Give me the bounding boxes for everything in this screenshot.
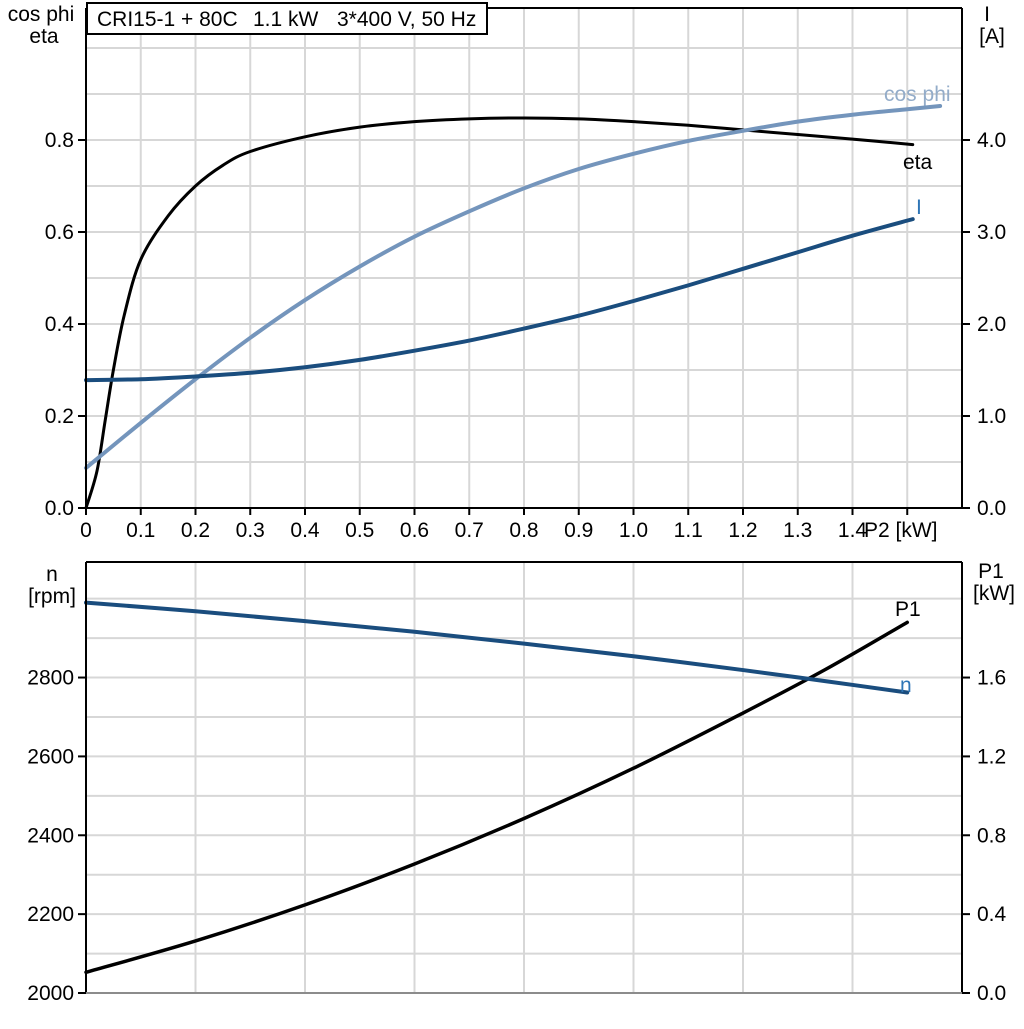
left-tick-label: 0.0 xyxy=(45,497,74,520)
right-tick-label: 2.0 xyxy=(977,313,1006,336)
top-left-axis-title-line1: cos phi xyxy=(8,3,75,26)
eta-curve xyxy=(84,116,915,510)
right-tick-label: 0.8 xyxy=(977,824,1006,847)
plot-frame xyxy=(85,561,963,994)
left-tick-label: 0.8 xyxy=(45,129,74,152)
tick-labels: 0.0 0.2 0.4 0.6 0.8 0.0 1.0 2.0 3.0 4.0 0 0.1 0.2 0.3… xyxy=(45,129,1006,542)
cos-phi-curve-label: cos phi xyxy=(884,83,951,106)
curve-labels: eta cos phi I xyxy=(884,83,951,219)
bottom-left-axis-title-line1: n xyxy=(46,563,58,586)
bottom-right-axis-title-line1: P1 xyxy=(978,560,1004,583)
left-tick-label: 2800 xyxy=(27,667,74,690)
curves xyxy=(84,600,910,975)
right-tick-label: 0.0 xyxy=(977,497,1006,520)
bottom-right-axis-title-line2: [kW] xyxy=(973,582,1015,605)
I-curve xyxy=(84,217,915,383)
n-curve xyxy=(84,600,910,695)
right-tick-label: 3.0 xyxy=(977,221,1006,244)
gridlines xyxy=(86,562,962,993)
title-box: CRI15-1 + 80C 1.1 kW 3*400 V, 50 Hz xyxy=(86,2,488,35)
x-axis-unit-label: P2 [kW] xyxy=(864,519,938,542)
left-tick-label: 2400 xyxy=(27,824,74,847)
chart-title: CRI15-1 + 80C 1.1 kW 3*400 V, 50 Hz xyxy=(97,8,476,31)
left-tick-label: 0.6 xyxy=(45,221,74,244)
x-tick-label: 0.4 xyxy=(290,519,320,542)
curve-labels: P1 n xyxy=(895,598,921,697)
title-power: 1.1 kW xyxy=(253,8,319,31)
bottom-left-axis-title-line2: [rpm] xyxy=(28,585,76,608)
curves xyxy=(84,103,943,510)
title-box-frame xyxy=(86,2,488,35)
x-tick-label: 1.4 xyxy=(838,519,868,542)
x-tick-label: 0.1 xyxy=(126,519,155,542)
x-tick-label: 0.5 xyxy=(345,519,374,542)
title-supply: 3*400 V, 50 Hz xyxy=(337,8,476,31)
bottom-chart: 2000 2200 2400 2600 2800 0.0 0.4 0.8 1.2 1.6 P1 n xyxy=(27,561,1007,1005)
P1-curve xyxy=(84,620,909,975)
x-tick-label: 1.1 xyxy=(674,519,703,542)
top-right-axis-title-line2: [A] xyxy=(979,25,1005,48)
right-tick-label: 0.0 xyxy=(977,982,1006,1005)
top-chart: 0.0 0.2 0.4 0.6 0.8 0.0 1.0 2.0 3.0 4.0 0 0.1 0.2 0.3… xyxy=(45,7,1006,542)
ticks xyxy=(78,139,970,515)
x-tick-label: 0 xyxy=(80,519,92,542)
left-tick-label: 2000 xyxy=(27,982,74,1005)
gridlines xyxy=(86,8,962,508)
eta-curve-label: eta xyxy=(903,151,933,174)
x-tick-label: 1.0 xyxy=(619,519,648,542)
right-tick-label: 4.0 xyxy=(977,129,1006,152)
n-curve-label: n xyxy=(900,674,912,697)
title-model: CRI15-1 + 80C xyxy=(97,8,238,31)
left-tick-label: 0.4 xyxy=(45,313,75,336)
right-tick-label: 0.4 xyxy=(977,903,1007,926)
right-tick-label: 1.0 xyxy=(977,405,1006,428)
I-curve-label: I xyxy=(916,196,922,219)
ticks xyxy=(78,676,970,994)
x-tick-label: 1.3 xyxy=(783,519,812,542)
tick-labels: 2000 2200 2400 2600 2800 0.0 0.4 0.8 1.2 1.6 xyxy=(27,667,1006,1005)
top-right-axis-title-line1: I xyxy=(984,3,990,26)
x-tick-label: 0.9 xyxy=(564,519,593,542)
left-tick-label: 2600 xyxy=(27,745,74,768)
right-tick-label: 1.6 xyxy=(977,667,1006,690)
cos-phi-curve xyxy=(84,103,943,470)
x-tick-label: 0.7 xyxy=(455,519,484,542)
x-tick-label: 0.6 xyxy=(400,519,429,542)
left-tick-label: 2200 xyxy=(27,903,74,926)
x-tick-label: 1.2 xyxy=(728,519,757,542)
x-tick-label: 0.8 xyxy=(509,519,538,542)
x-tick-label: 0.3 xyxy=(236,519,265,542)
P1-curve-label: P1 xyxy=(895,598,921,621)
x-tick-label: 0.2 xyxy=(181,519,210,542)
right-tick-label: 1.2 xyxy=(977,745,1006,768)
left-tick-label: 0.2 xyxy=(45,405,74,428)
top-left-axis-title-line2: eta xyxy=(29,25,59,48)
charts-generated: 0.0 0.2 0.4 0.6 0.8 0.0 1.0 2.0 3.0 4.0 0 0.1 0.2 0.3… xyxy=(27,7,1007,1005)
